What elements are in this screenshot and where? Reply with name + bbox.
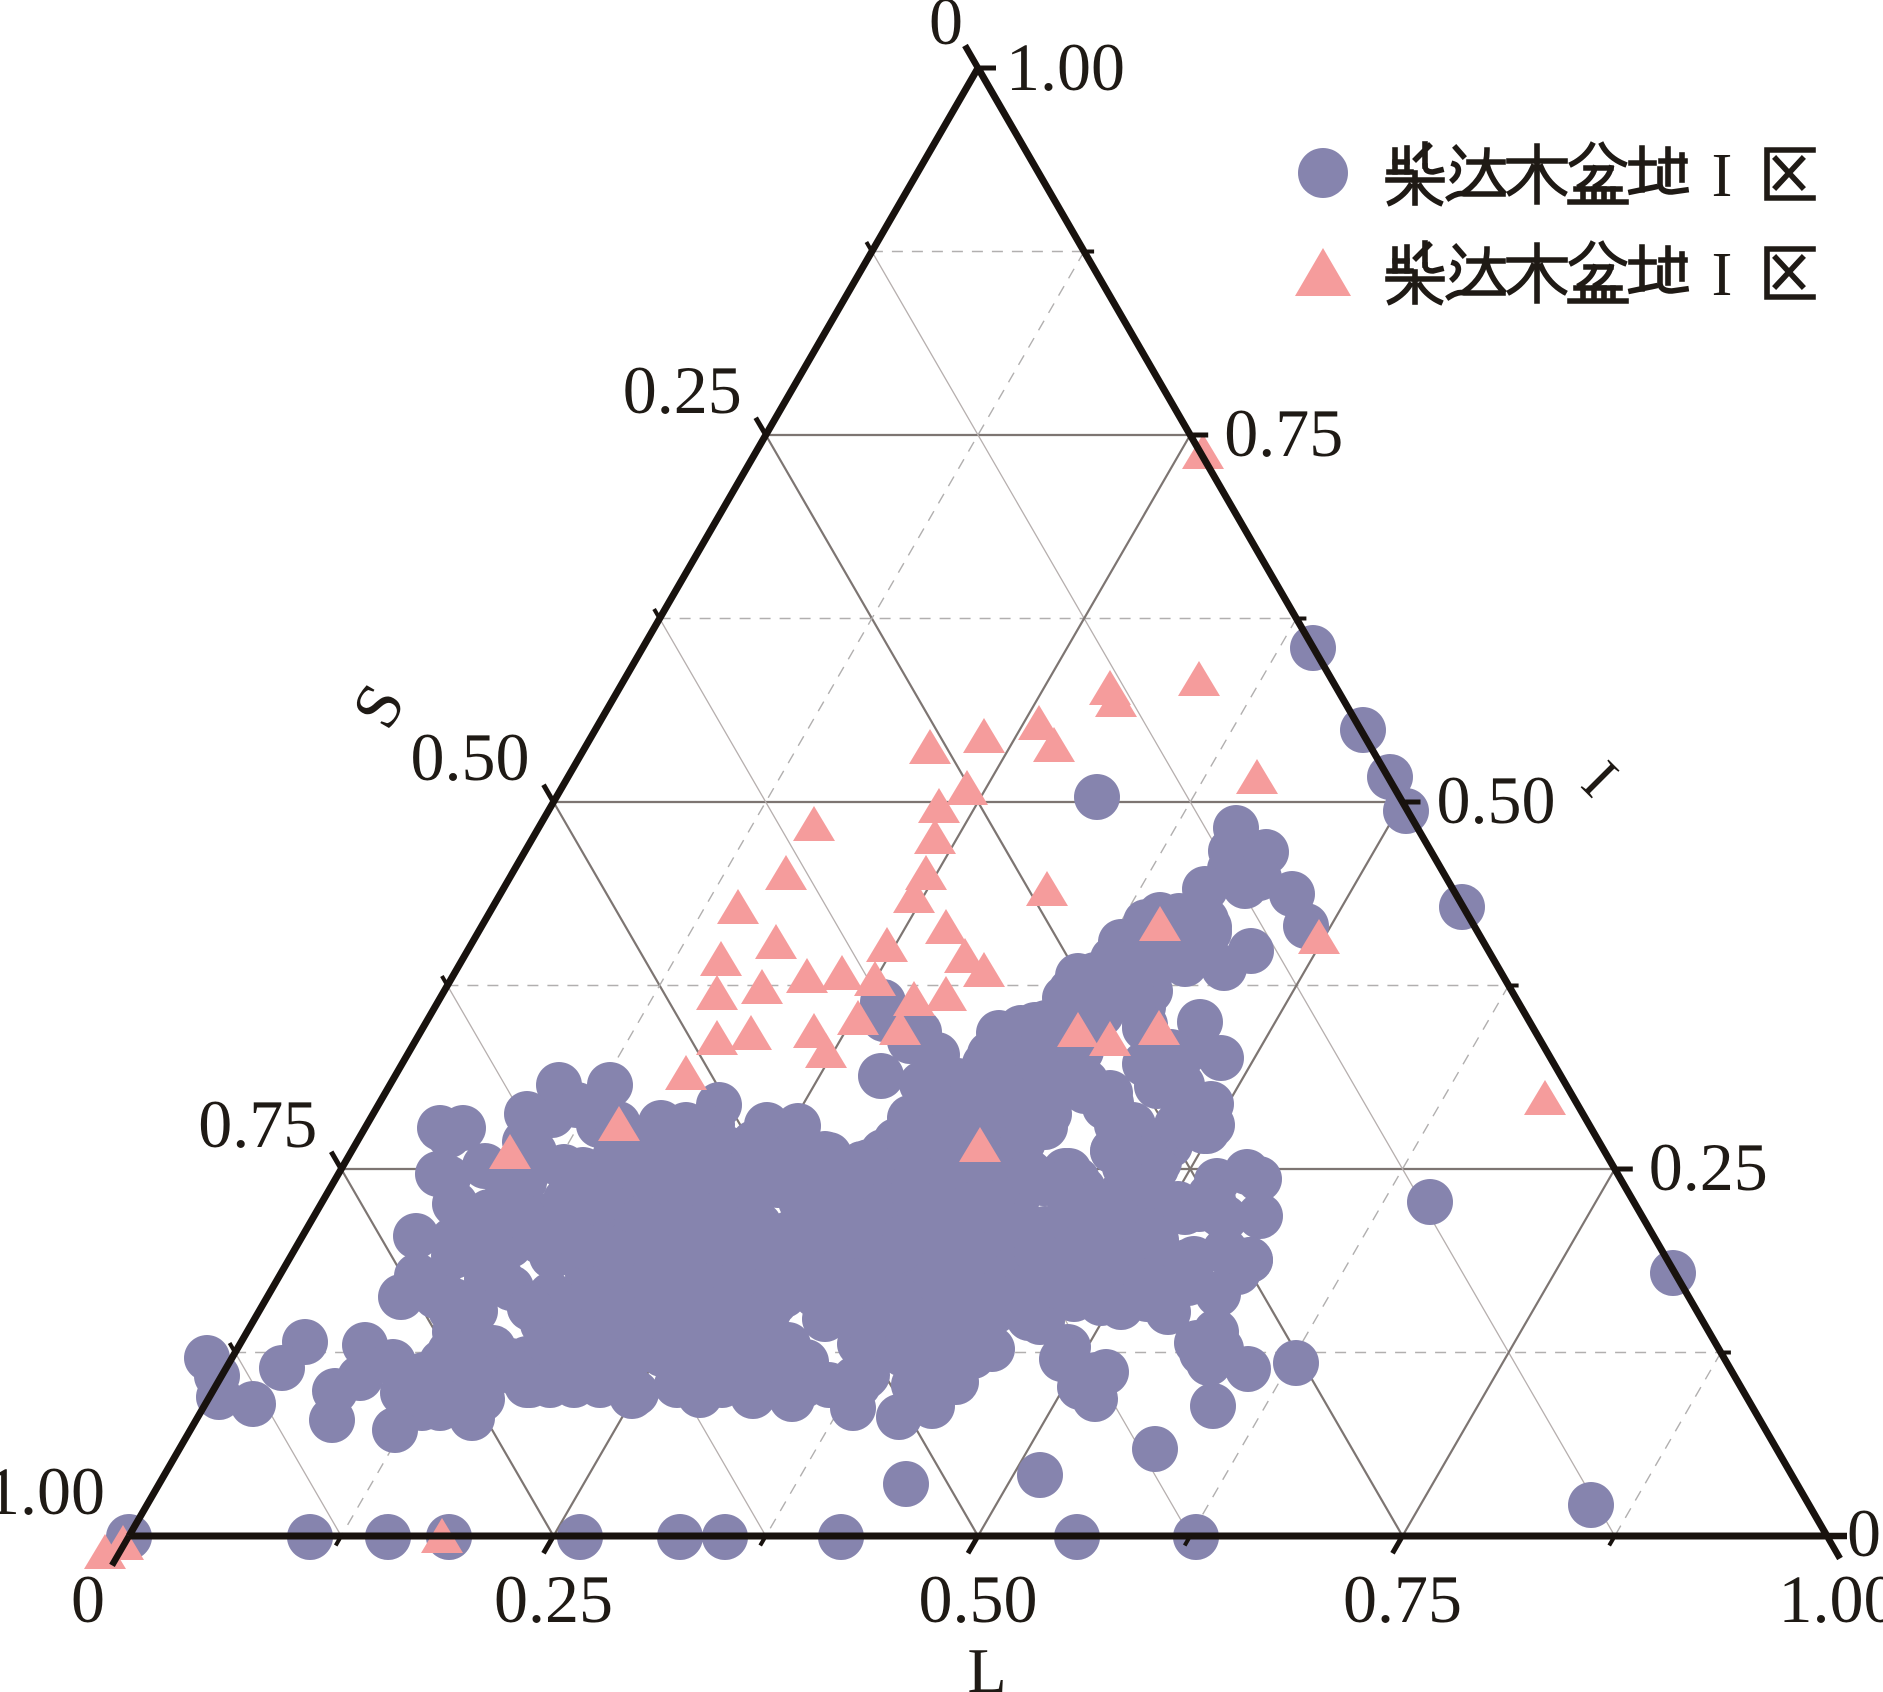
svg-text:0.75: 0.75 bbox=[1224, 395, 1343, 471]
svg-text:I: I bbox=[1712, 241, 1733, 309]
svg-text:1.00: 1.00 bbox=[0, 1453, 105, 1529]
svg-text:0.75: 0.75 bbox=[198, 1086, 317, 1162]
svg-text:L: L bbox=[967, 1635, 1006, 1692]
svg-text:0: 0 bbox=[1847, 1495, 1881, 1571]
svg-text:1.00: 1.00 bbox=[1779, 1561, 1883, 1637]
svg-text:1.00: 1.00 bbox=[1006, 29, 1125, 105]
svg-text:0.25: 0.25 bbox=[623, 352, 742, 428]
svg-text:0.75: 0.75 bbox=[1343, 1561, 1462, 1637]
svg-text:I: I bbox=[1712, 142, 1733, 210]
svg-text:0: 0 bbox=[71, 1561, 105, 1637]
svg-text:0.50: 0.50 bbox=[411, 719, 530, 795]
svg-text:0.50: 0.50 bbox=[1437, 762, 1556, 838]
svg-text:0.25: 0.25 bbox=[1649, 1129, 1768, 1205]
svg-text:0: 0 bbox=[929, 0, 963, 59]
svg-text:0.25: 0.25 bbox=[494, 1561, 613, 1637]
svg-text:0.50: 0.50 bbox=[919, 1561, 1038, 1637]
